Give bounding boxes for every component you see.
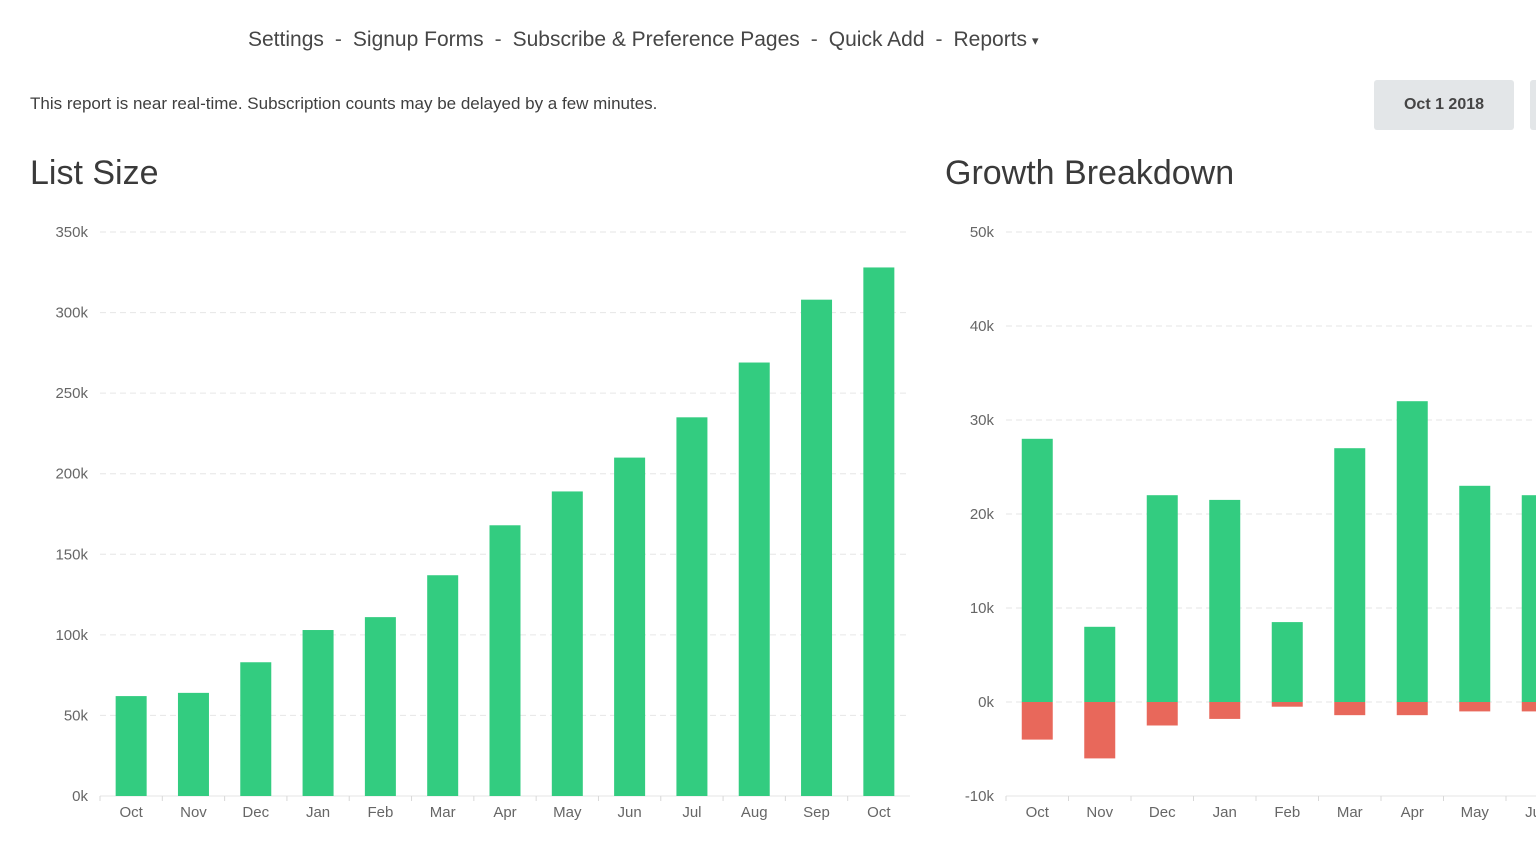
x-tick-label: Dec bbox=[1149, 804, 1176, 821]
nav-separator: - bbox=[935, 28, 943, 51]
x-tick-label: Jun bbox=[1525, 804, 1536, 821]
nav-separator: - bbox=[334, 28, 342, 51]
x-tick-label: May bbox=[1461, 804, 1490, 821]
x-tick-label: Jul bbox=[682, 804, 701, 821]
bar-list-size bbox=[801, 299, 833, 796]
x-tick-label: Apr bbox=[493, 804, 516, 821]
x-tick-label: May bbox=[553, 804, 582, 821]
bar-growth-negative bbox=[1334, 702, 1366, 716]
bar-list-size bbox=[302, 630, 334, 796]
x-tick-label: Mar bbox=[430, 804, 456, 821]
x-tick-label: Dec bbox=[242, 804, 269, 821]
bar-list-size bbox=[115, 696, 147, 796]
x-tick-label: Nov bbox=[1086, 804, 1113, 821]
x-tick-label: Oct bbox=[867, 804, 891, 821]
nav-separator: - bbox=[810, 28, 818, 51]
y-tick-label: 30k bbox=[970, 412, 995, 429]
x-tick-label: Nov bbox=[180, 804, 207, 821]
y-tick-label: 300k bbox=[55, 305, 88, 322]
nav-settings[interactable]: Settings bbox=[248, 28, 324, 51]
bar-growth-negative bbox=[1271, 702, 1303, 707]
bar-list-size bbox=[738, 362, 770, 796]
bar-growth-positive bbox=[1271, 622, 1303, 702]
nav-subscribe-preference-pages[interactable]: Subscribe & Preference Pages bbox=[512, 28, 800, 51]
bar-growth-positive bbox=[1146, 495, 1178, 702]
list-size-chart: 0k 50k 100k 150k 200k 250k 300k 350k Oct Nov Dec Ja… bbox=[55, 224, 910, 821]
x-tick-label: Jun bbox=[618, 804, 642, 821]
nav-quick-add[interactable]: Quick Add bbox=[828, 28, 925, 51]
bar-list-size bbox=[427, 575, 459, 796]
y-tick-label: 350k bbox=[55, 224, 88, 241]
y-tick-label: 50k bbox=[970, 224, 995, 241]
growth-breakdown-title: Growth Breakdown bbox=[945, 154, 1235, 192]
x-tick-label: Apr bbox=[1401, 804, 1424, 821]
top-navigation: Settings - Signup Forms - Subscribe & Pr… bbox=[248, 26, 1039, 54]
bar-growth-negative bbox=[1459, 702, 1491, 712]
bar-growth-negative bbox=[1084, 702, 1116, 759]
x-tick-label: Mar bbox=[1337, 804, 1363, 821]
date-picker-button-secondary[interactable] bbox=[1530, 80, 1536, 130]
bar-growth-positive bbox=[1459, 485, 1491, 702]
realtime-notice: This report is near real-time. Subscript… bbox=[30, 94, 658, 113]
y-tick-label: 40k bbox=[970, 318, 995, 335]
list-size-title: List Size bbox=[30, 154, 159, 192]
bar-list-size bbox=[489, 525, 521, 796]
x-tick-label: Jan bbox=[1213, 804, 1237, 821]
bar-growth-positive bbox=[1334, 448, 1366, 702]
x-tick-label: Aug bbox=[741, 804, 768, 821]
y-tick-label: 200k bbox=[55, 466, 88, 483]
bar-growth-positive bbox=[1209, 499, 1241, 702]
x-tick-label: Jan bbox=[306, 804, 330, 821]
bar-growth-negative bbox=[1146, 702, 1178, 726]
nav-separator: - bbox=[494, 28, 502, 51]
bar-growth-positive bbox=[1084, 626, 1116, 702]
caret-down-icon: ▾ bbox=[1032, 33, 1039, 48]
bar-list-size bbox=[863, 267, 895, 796]
bar-list-size bbox=[177, 692, 209, 796]
nav-signup-forms[interactable]: Signup Forms bbox=[352, 28, 484, 51]
nav-reports-label: Reports bbox=[953, 28, 1028, 51]
date-picker-label: Oct 1 2018 bbox=[1403, 96, 1485, 113]
y-tick-label: 20k bbox=[970, 506, 995, 523]
bar-list-size bbox=[240, 662, 272, 796]
y-tick-label: 0k bbox=[978, 694, 994, 711]
y-tick-label: 250k bbox=[55, 385, 88, 402]
date-picker-button[interactable]: Oct 1 2018 bbox=[1374, 80, 1514, 130]
bar-growth-positive bbox=[1521, 495, 1536, 702]
bar-list-size bbox=[614, 457, 646, 796]
bar-growth-negative bbox=[1396, 702, 1428, 716]
bar-growth-positive bbox=[1021, 438, 1053, 702]
x-tick-label: Oct bbox=[1026, 804, 1050, 821]
bar-list-size bbox=[364, 617, 396, 796]
bar-growth-positive bbox=[1396, 401, 1428, 702]
x-tick-label: Feb bbox=[367, 804, 393, 821]
bar-growth-negative bbox=[1021, 702, 1053, 740]
y-tick-label: 100k bbox=[55, 627, 88, 644]
bar-growth-negative bbox=[1521, 702, 1536, 712]
y-tick-label: 150k bbox=[55, 546, 88, 563]
x-tick-label: Feb bbox=[1274, 804, 1300, 821]
bar-growth-negative bbox=[1209, 702, 1241, 719]
y-tick-label: 0k bbox=[72, 788, 88, 805]
y-tick-label: 10k bbox=[970, 600, 995, 617]
bar-list-size bbox=[676, 417, 708, 796]
y-tick-label: -10k bbox=[965, 788, 995, 805]
x-tick-label: Sep bbox=[803, 804, 830, 821]
x-tick-label: Oct bbox=[119, 804, 143, 821]
bar-list-size bbox=[551, 491, 583, 796]
y-tick-label: 50k bbox=[64, 707, 89, 724]
nav-reports-dropdown[interactable]: Reports ▾ bbox=[954, 28, 1039, 52]
